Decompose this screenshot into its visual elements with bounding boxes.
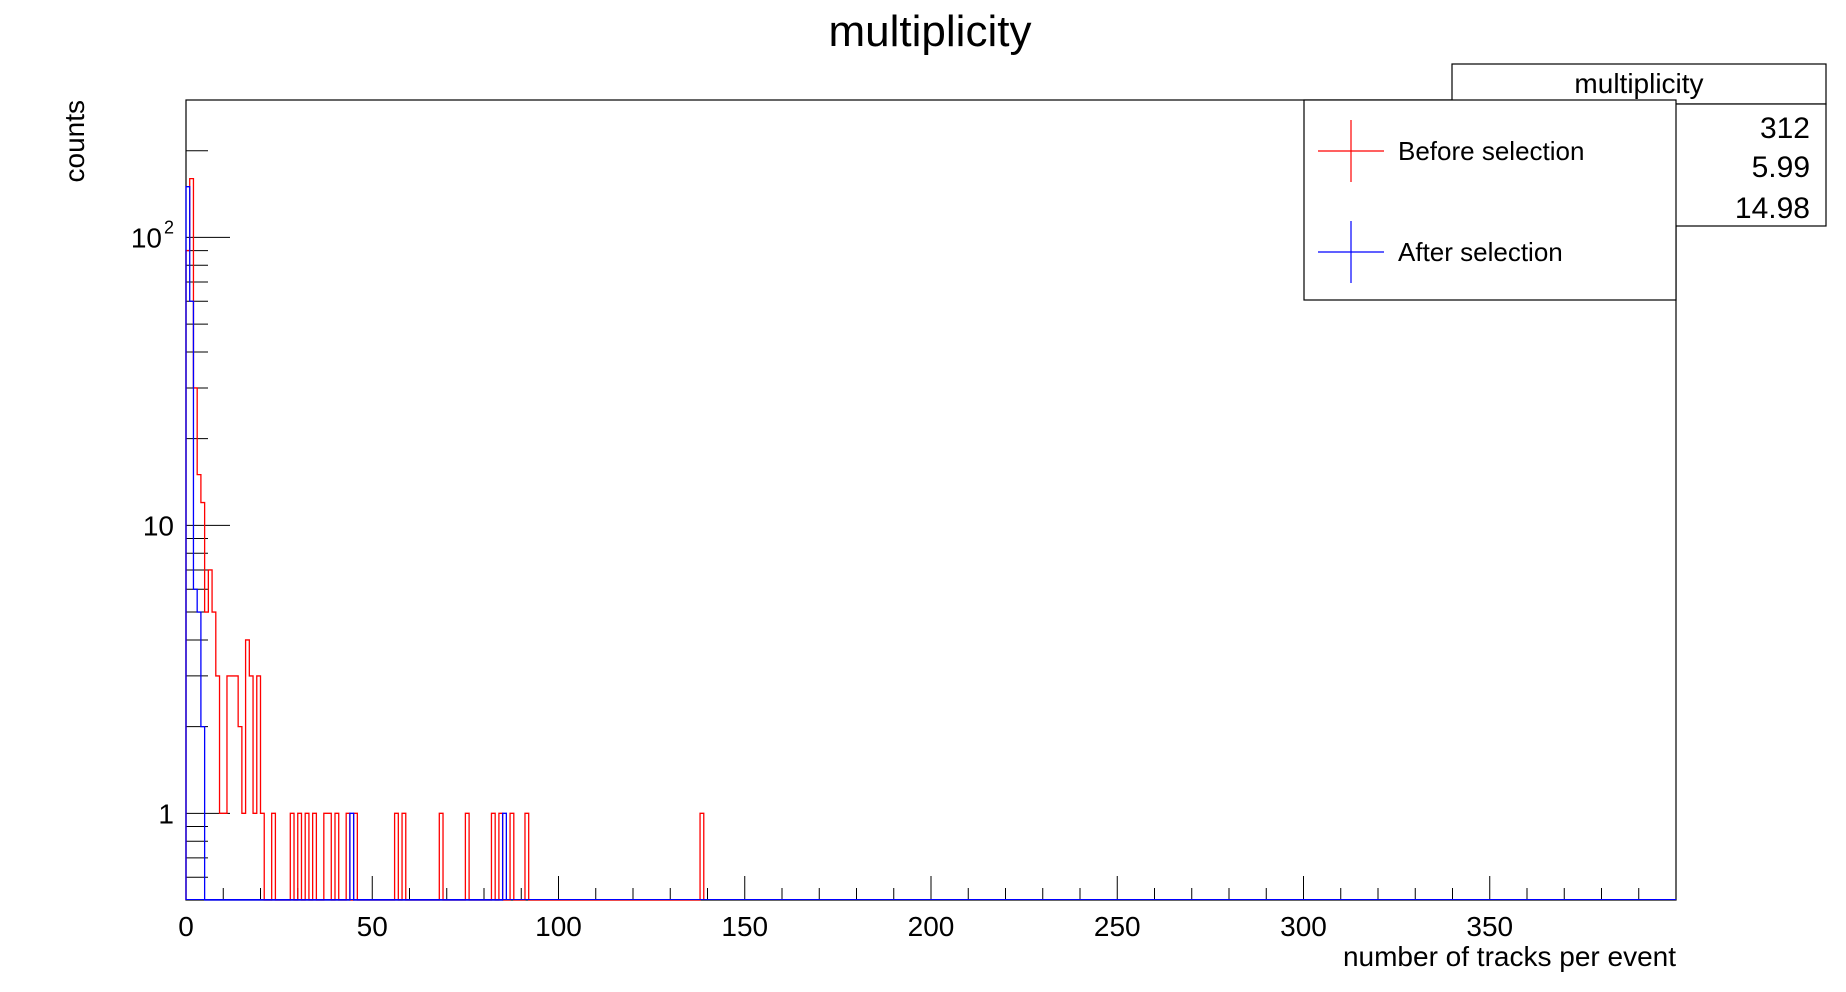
legend-frame	[1303, 99, 1677, 301]
legend-label-after: After selection	[1398, 237, 1563, 267]
y-tick-label: 1	[158, 798, 174, 829]
x-axis-label: number of tracks per event	[1343, 941, 1676, 972]
x-tick-label: 150	[721, 911, 768, 942]
series-after-selection-line	[185, 186, 507, 901]
histogram-bin	[220, 813, 224, 900]
stats-value-stddev: 14.98	[1735, 192, 1810, 225]
y-tick-label: 10	[131, 222, 162, 253]
histogram-bin	[208, 570, 212, 900]
y-axis-label: counts	[59, 100, 90, 183]
x-axis: 0 50 100 150 200 250 300 350	[178, 876, 1640, 942]
histogram-bin	[223, 813, 227, 900]
stats-value-entries: 312	[1760, 112, 1810, 145]
legend: Before selection After selection	[1303, 99, 1677, 301]
legend-marker-before	[1318, 120, 1384, 182]
x-tick-label: 50	[357, 911, 388, 942]
x-tick-label: 200	[908, 911, 955, 942]
x-tick-label: 250	[1094, 911, 1141, 942]
histogram-bin	[193, 589, 197, 900]
chart-title: multiplicity	[829, 7, 1032, 56]
stats-box-title: multiplicity	[1574, 68, 1703, 99]
x-tick-label: 350	[1466, 911, 1513, 942]
y-tick-exponent: 2	[164, 217, 174, 237]
x-tick-label: 0	[178, 911, 194, 942]
histogram-bin	[231, 676, 235, 900]
stats-box-title-frame	[1451, 63, 1827, 105]
histogram-bin	[253, 813, 257, 900]
legend-marker-after	[1318, 221, 1384, 283]
x-tick-label: 300	[1280, 911, 1327, 942]
x-tick-label: 100	[535, 911, 582, 942]
stats-value-mean: 5.99	[1752, 151, 1810, 184]
y-tick-label: 10	[143, 510, 174, 541]
series-before-selection-line	[185, 177, 705, 901]
legend-label-before: Before selection	[1398, 136, 1584, 166]
histogram-series	[185, 177, 1676, 901]
histogram-bin	[242, 813, 246, 900]
